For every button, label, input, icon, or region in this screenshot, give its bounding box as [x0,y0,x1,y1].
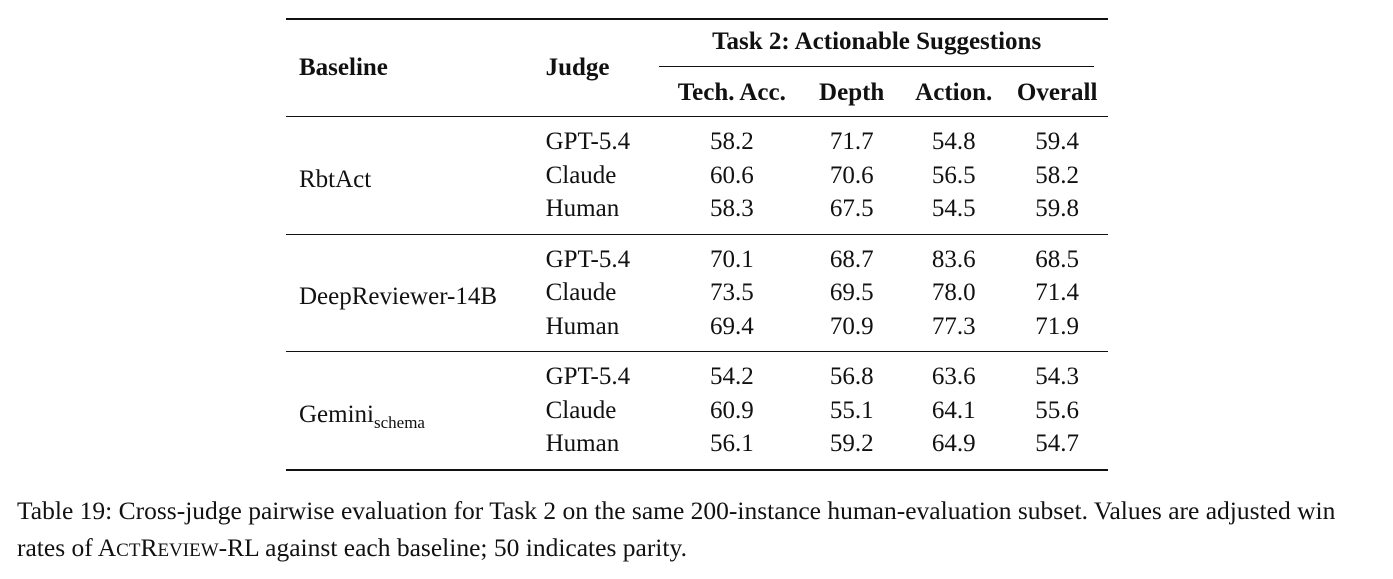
value-overall: 54.7 [1035,430,1080,457]
value-overall: 71.9 [1035,312,1080,340]
table-row: Human 56.1 59.2 64.9 54.7 [286,427,1108,470]
baseline-name: RbtAct [299,165,372,193]
method-part: -RL [218,533,259,562]
method-part: CT [116,540,141,561]
value-depth: 69.5 [829,279,874,306]
judge-name: Claude [545,396,617,424]
value-tech-acc: 60.9 [709,396,754,424]
judge-name: GPT-5.4 [545,363,631,390]
value-action: 63.6 [931,363,976,390]
baseline-name: Geminischema [286,352,546,470]
judge-name: Human [545,195,620,222]
value-tech-acc: 54.2 [709,363,754,390]
group-gemini: Geminischema GPT-5.4 54.2 56.8 63.6 54.3… [286,351,1108,470]
judge-name: Claude [545,161,617,189]
value-action: 64.9 [931,430,976,457]
table-row: DeepReviewer-14B GPT-5.4 70.1 68.7 83.6 … [286,234,1108,310]
judge-name: GPT-5.4 [545,245,631,273]
judge-name: GPT-5.4 [545,128,631,155]
value-action: 83.6 [931,245,976,273]
table-caption: Table 19: Cross-judge pairwise evaluatio… [17,492,1382,569]
value-overall: 54.3 [1035,363,1080,390]
value-overall: 59.8 [1035,195,1080,222]
value-overall: 71.4 [1035,279,1080,306]
header-tech-acc: Tech. Acc. [677,79,786,106]
value-depth: 55.1 [829,396,874,424]
value-tech-acc: 70.1 [709,245,754,273]
caption-suffix: against each baseline; 50 indicates pari… [258,533,687,562]
judge-name: Human [545,312,620,340]
header-judge: Judge [545,54,610,81]
baseline-name-subscript: schema [374,412,425,432]
value-tech-acc: 58.3 [709,195,754,222]
results-table-container: Baseline Judge Task 2: Actionable Sugges… [286,18,1108,471]
value-tech-acc: 58.2 [709,128,754,155]
value-depth: 70.9 [829,312,874,340]
value-depth: 56.8 [829,363,874,390]
table-row: Claude 60.9 55.1 64.1 55.6 [286,394,1108,428]
judge-name: Human [545,430,620,457]
method-part: A [97,533,117,562]
value-depth: 67.5 [829,195,874,222]
group-rbtact: RbtAct GPT-5.4 58.2 71.7 54.8 59.4 Claud… [286,116,1108,235]
method-part: EVIEW [157,540,219,561]
table-row: RbtAct GPT-5.4 58.2 71.7 54.8 59.4 [286,116,1108,193]
header-task-label: Task 2: Actionable Suggestions [659,24,1094,67]
table-row: Human 69.4 70.9 77.3 71.9 [286,310,1108,352]
value-action: 54.8 [931,128,976,155]
value-depth: 71.7 [829,128,874,155]
method-part: R [140,533,158,562]
table-row: Claude 73.5 69.5 78.0 71.4 [286,276,1108,310]
value-tech-acc: 60.6 [709,161,754,189]
value-overall: 55.6 [1035,396,1080,424]
table-row: Claude 60.6 70.6 56.5 58.2 [286,159,1108,193]
baseline-name: DeepReviewer-14B [299,283,498,310]
table-row: Geminischema GPT-5.4 54.2 56.8 63.6 54.3 [286,351,1108,431]
baseline-name-main: Gemini [299,400,374,428]
value-overall: 59.4 [1035,128,1080,155]
value-depth: 59.2 [829,430,874,457]
header-overall: Overall [1016,79,1098,106]
header-baseline: Baseline [299,54,388,81]
caption-method-name: ACTREVIEW-RL [98,533,259,562]
value-action: 54.5 [931,195,976,222]
value-overall: 68.5 [1035,245,1080,273]
value-action: 56.5 [931,161,976,189]
value-depth: 70.6 [829,161,874,189]
value-tech-acc: 69.4 [709,312,754,340]
value-overall: 58.2 [1035,161,1080,189]
group-deepreviewer: DeepReviewer-14B GPT-5.4 70.1 68.7 83.6 … [286,234,1108,352]
value-action: 77.3 [931,312,976,340]
header-action: Action. [915,79,993,106]
table-row: Human 58.3 67.5 54.5 59.8 [286,192,1108,234]
judge-name: Claude [545,279,617,306]
caption-prefix: Table 19: Cross-judge pairwise evaluatio… [17,496,1336,562]
value-depth: 68.7 [829,245,874,273]
value-tech-acc: 56.1 [709,430,754,457]
value-action: 78.0 [931,279,976,306]
value-action: 64.1 [931,396,976,424]
value-tech-acc: 73.5 [709,279,754,306]
header-depth: Depth [819,79,885,106]
header-task: Task 2: Actionable Suggestions [659,19,1108,70]
results-table: Baseline Judge Task 2: Actionable Sugges… [286,18,1108,471]
